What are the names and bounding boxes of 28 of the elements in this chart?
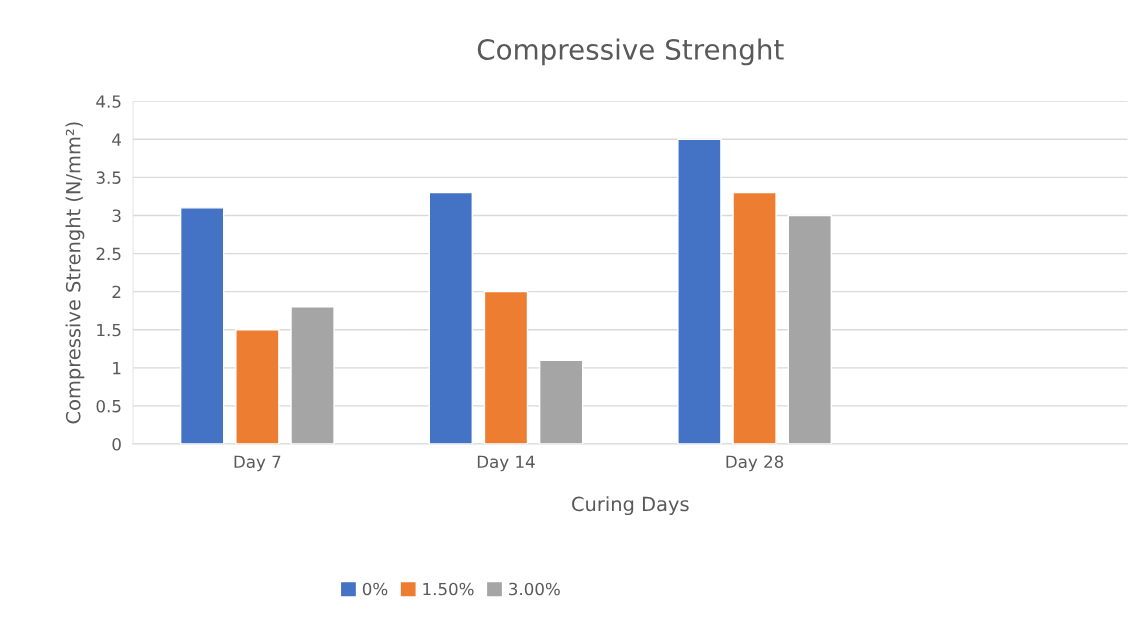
x-tick-label: Day 28: [726, 455, 784, 472]
legend-label: 1.50%: [423, 582, 474, 596]
legend-label: 0%: [362, 582, 388, 596]
y-axis-title: Compressive Strenght (N/mm²): [65, 122, 85, 424]
bar: [787, 214, 832, 445]
bar: [290, 306, 335, 445]
bar: [179, 207, 225, 445]
y-tick-label: 1: [113, 362, 121, 375]
x-axis-title: Curing Days: [572, 496, 689, 516]
y-tick-label: 4: [112, 133, 122, 146]
legend-label: 3.00%: [509, 582, 560, 596]
y-tick-label: 3: [112, 209, 121, 223]
y-tick-label: 2.5: [96, 247, 121, 261]
y-tick-label: 0: [112, 437, 121, 451]
chart-title: Compressive Strenght: [477, 38, 784, 66]
y-tick-label: 3.5: [96, 171, 121, 184]
y-tick-label: 1.5: [97, 323, 121, 337]
y-tick-label: 4.5: [96, 95, 121, 108]
bar: [483, 290, 529, 445]
bar: [235, 329, 280, 445]
bar: [538, 359, 584, 445]
x-tick-label: Day 14: [477, 455, 535, 472]
y-tick-label: 0.5: [96, 399, 121, 413]
bar: [677, 138, 722, 445]
x-tick-label: Day 7: [234, 455, 281, 472]
y-tick-label: 2: [112, 285, 121, 298]
bar: [732, 191, 777, 445]
bar: [428, 191, 473, 445]
